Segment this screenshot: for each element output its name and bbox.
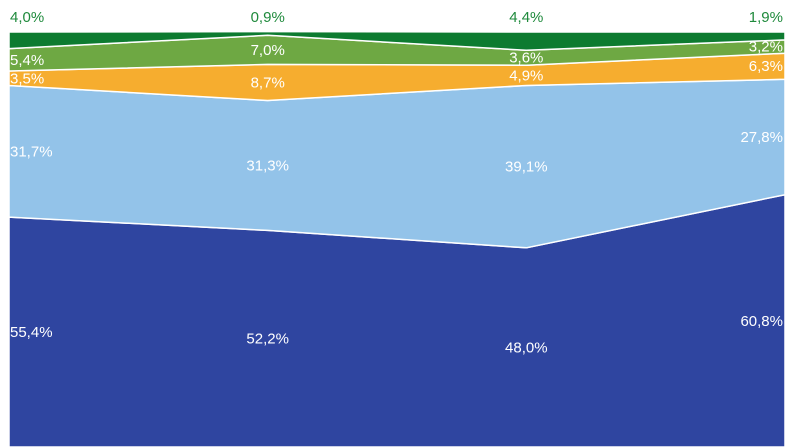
data-label: 52,2% <box>246 331 289 348</box>
data-label: 39,1% <box>505 159 548 176</box>
data-label: 55,4% <box>10 324 53 341</box>
data-label: 7,0% <box>251 42 285 59</box>
data-label: 31,3% <box>246 157 289 174</box>
data-label: 31,7% <box>10 143 53 160</box>
data-label: 4,4% <box>509 9 543 26</box>
data-label: 60,8% <box>740 313 783 330</box>
chart-areas <box>8 30 785 447</box>
data-label: 48,0% <box>505 339 548 356</box>
chart-data-labels: 55,4% 52,2% 48,0% 60,8% 31,7% 31,3% 39,1% 27,8%… <box>10 9 783 356</box>
data-label: 27,8% <box>740 129 783 146</box>
data-label: 8,7% <box>251 74 285 91</box>
data-label: 3,5% <box>10 70 44 87</box>
data-label: 6,3% <box>749 58 783 75</box>
data-label: 5,4% <box>10 52 44 69</box>
data-label: 3,6% <box>509 50 543 67</box>
data-label: 4,9% <box>509 67 543 84</box>
data-label: 3,2% <box>749 39 783 56</box>
data-label: 1,9% <box>749 9 783 26</box>
area-series-5 <box>8 30 785 52</box>
data-label: 0,9% <box>251 9 285 26</box>
data-label: 4,0% <box>10 9 44 26</box>
